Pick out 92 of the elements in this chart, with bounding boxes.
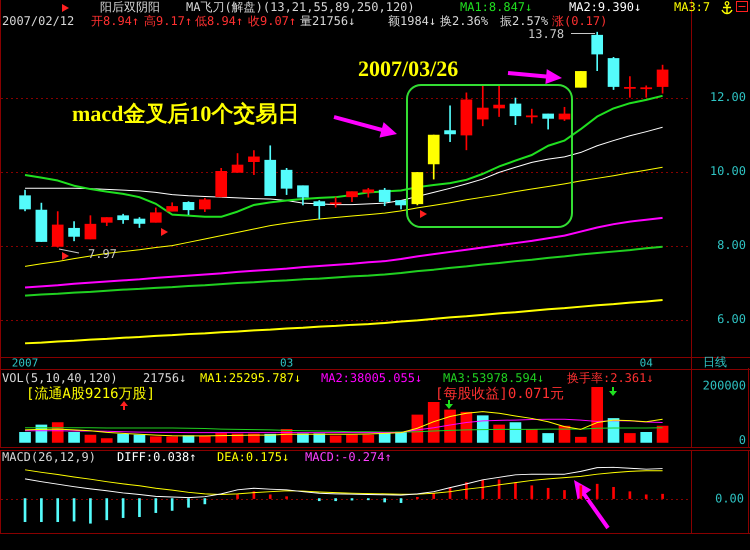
annotation: 换手率:2.361↓ bbox=[567, 371, 654, 385]
bar bbox=[624, 433, 636, 443]
bar bbox=[530, 485, 534, 499]
annotation: [每股收益]0.071元 bbox=[435, 386, 564, 402]
chart-title: MACD(26,12,9) bbox=[2, 450, 96, 464]
bar bbox=[493, 424, 505, 443]
x-tick-label: 03 bbox=[280, 356, 294, 370]
text: MA2:38005.055↓ bbox=[321, 371, 422, 385]
text: MA2:9.390↓ bbox=[569, 0, 642, 14]
bar bbox=[150, 436, 162, 443]
bar bbox=[84, 434, 96, 443]
text: MACD:-0.274↑ bbox=[305, 450, 392, 464]
annotation: macd金叉后10个交易日 bbox=[72, 101, 300, 126]
annotation: 开8.94↑ bbox=[91, 14, 140, 28]
bar bbox=[72, 498, 76, 522]
x-tick-label: 2007 bbox=[12, 356, 38, 370]
text: MA1:25295.787↓ bbox=[200, 371, 302, 385]
bar bbox=[661, 494, 664, 499]
annotation: 额1984↓ bbox=[388, 14, 436, 28]
bar bbox=[476, 415, 489, 443]
bar bbox=[170, 498, 174, 511]
bar bbox=[134, 434, 146, 443]
bar bbox=[166, 436, 178, 443]
candlestick bbox=[444, 105, 456, 142]
bar bbox=[122, 498, 124, 518]
bar bbox=[346, 434, 358, 443]
bar bbox=[383, 498, 386, 502]
bar bbox=[563, 490, 566, 499]
bar bbox=[591, 387, 604, 443]
bar bbox=[656, 426, 668, 443]
text: 日线 bbox=[703, 355, 727, 369]
bar bbox=[526, 430, 538, 443]
bar bbox=[117, 434, 129, 443]
annotation: 振2.57% bbox=[500, 14, 548, 28]
chart-title: 阳后双阴阳 bbox=[100, 0, 160, 14]
annotation: 13.78 bbox=[528, 27, 564, 41]
legend-label: MA3:7 bbox=[674, 0, 710, 14]
ref-line-label: 0.00 bbox=[715, 492, 744, 506]
annotation: [流通A股9216万股] bbox=[26, 386, 156, 402]
bar bbox=[187, 498, 190, 508]
bar bbox=[334, 498, 337, 502]
bar bbox=[285, 496, 288, 499]
text: MA1:8.847↓ bbox=[460, 0, 532, 14]
bar bbox=[362, 434, 374, 443]
bar bbox=[428, 402, 440, 443]
annotation: 换2.36% bbox=[440, 14, 488, 28]
bar bbox=[268, 494, 272, 499]
annotation: 低8.94↑ bbox=[195, 14, 244, 28]
bar bbox=[68, 432, 80, 443]
bar bbox=[542, 433, 554, 443]
x-tick-label: 04 bbox=[640, 356, 654, 370]
bar bbox=[596, 484, 599, 499]
bar bbox=[89, 498, 92, 524]
annotation: 2007/03/26 bbox=[358, 56, 458, 81]
bar bbox=[628, 491, 632, 499]
bar bbox=[154, 498, 158, 513]
y-tick-label: 6.00 bbox=[717, 312, 746, 326]
y-tick-label: 10.00 bbox=[710, 164, 746, 178]
bar bbox=[105, 498, 108, 520]
chart-title: VOL(5,10,40,120) bbox=[2, 371, 118, 385]
bar bbox=[330, 436, 342, 443]
bar bbox=[644, 494, 648, 499]
text: DIFF:0.038↑ bbox=[117, 450, 196, 464]
bar bbox=[138, 498, 141, 518]
text: DEA:0.175↓ bbox=[217, 450, 290, 464]
y-tick-label: 8.00 bbox=[717, 238, 746, 252]
annotation: 21756↓ bbox=[143, 371, 186, 385]
text: MA3:53978.594↓ bbox=[443, 371, 544, 385]
bar bbox=[19, 432, 31, 443]
bar bbox=[546, 488, 550, 499]
bar bbox=[204, 498, 206, 504]
bar bbox=[514, 482, 517, 499]
y-tick-label: 0 bbox=[738, 432, 746, 447]
bar bbox=[575, 436, 587, 443]
annotation: 高9.17↑ bbox=[144, 14, 192, 28]
annotation: 收9.07↑ bbox=[248, 14, 296, 28]
bar bbox=[612, 486, 615, 499]
bar bbox=[40, 498, 43, 522]
bar bbox=[640, 432, 652, 443]
bar bbox=[24, 498, 26, 522]
bar bbox=[580, 485, 582, 499]
annotation: 涨(0.17) bbox=[552, 14, 608, 28]
y-tick-label: 12.00 bbox=[710, 90, 746, 104]
bar bbox=[400, 498, 402, 503]
bar bbox=[510, 422, 522, 443]
bar bbox=[56, 498, 60, 522]
annotation: 2007/02/12 bbox=[2, 14, 74, 28]
y-tick-label: 200000 bbox=[702, 378, 746, 392]
chart-subtitle: MA飞刀(解盘)(13,21,55,89,250,120) bbox=[186, 0, 415, 14]
bar bbox=[236, 494, 239, 499]
bar bbox=[318, 498, 321, 502]
annotation: 量21756↓ bbox=[300, 14, 356, 28]
